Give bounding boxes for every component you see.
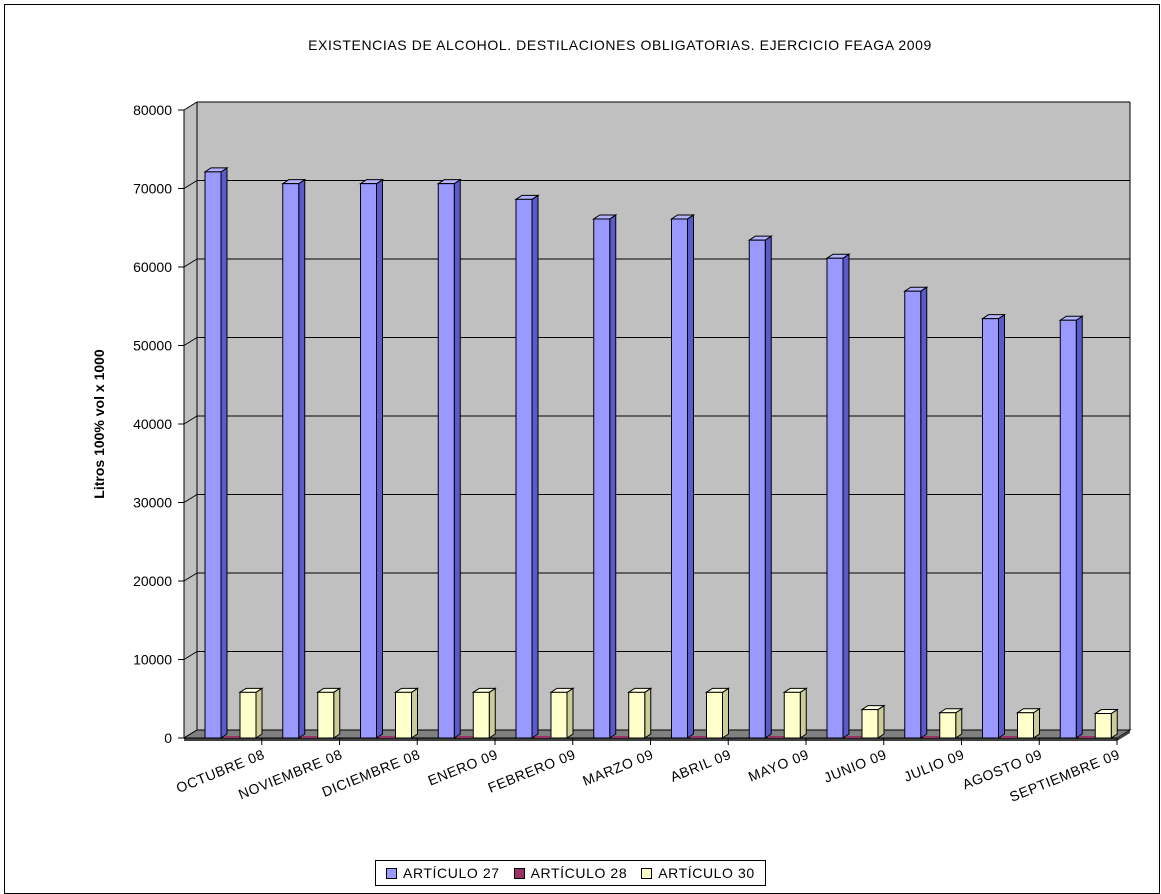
bar [515, 198, 533, 739]
bar-side [566, 687, 574, 739]
y-tick-label: 20000 [133, 573, 172, 589]
bar-side [1075, 315, 1083, 739]
bar-side [764, 235, 772, 739]
y-tick-label: 60000 [133, 259, 172, 275]
bar-side [488, 687, 496, 739]
gridline-diagonal [183, 337, 198, 346]
bar [1017, 712, 1034, 739]
bar-side [220, 166, 228, 739]
bar [1094, 713, 1112, 739]
bar [671, 218, 688, 739]
bar-side [1033, 707, 1040, 739]
bar-side [411, 687, 418, 739]
legend-swatch [641, 867, 653, 879]
bar [939, 712, 957, 739]
bar [239, 691, 257, 739]
bar [593, 218, 611, 739]
bar [1079, 736, 1096, 738]
bar [612, 736, 629, 738]
bar [360, 183, 377, 739]
bar [1001, 736, 1018, 738]
gridline-diagonal [183, 180, 198, 189]
x-tick-label: ABRIL 09 [668, 746, 734, 785]
legend-item: ARTÍCULO 27 [386, 865, 500, 881]
y-tick-label: 40000 [133, 416, 172, 432]
legend-item: ARTÍCULO 30 [641, 865, 755, 881]
bar [904, 290, 922, 739]
bar-side [722, 687, 729, 739]
bar [690, 736, 707, 738]
bar-side [877, 704, 885, 739]
bar-side [609, 214, 617, 739]
x-tick-label: JUNIO 09 [821, 746, 888, 786]
bar [395, 691, 412, 739]
bar [768, 736, 785, 738]
bar [457, 736, 474, 738]
bar-side [255, 687, 263, 739]
x-tick-label: MAYO 09 [746, 746, 811, 785]
legend-swatch [386, 867, 397, 879]
gridline-diagonal [183, 415, 198, 425]
bar [826, 257, 844, 739]
bar-side [998, 313, 1005, 739]
bar [437, 183, 455, 739]
bar [1059, 319, 1077, 739]
y-tick-label: 50000 [133, 338, 172, 354]
bar [628, 691, 646, 739]
y-axis-label: Litros 100% vol x 1000 [91, 349, 107, 499]
gridline-diagonal [183, 101, 198, 111]
bar-side [799, 687, 807, 739]
legend-label: ARTÍCULO 27 [403, 865, 500, 881]
bar [982, 318, 999, 739]
bar-side [531, 194, 539, 739]
x-tick-label: MARZO 09 [580, 746, 655, 789]
bar [282, 183, 300, 739]
legend-swatch [513, 867, 525, 879]
chart-title: EXISTENCIAS DE ALCOHOL. DESTILACIONES OB… [308, 37, 932, 53]
plot-area [184, 102, 1130, 738]
bar [204, 171, 222, 739]
gridline-diagonal [183, 651, 198, 660]
bar-side [955, 707, 963, 739]
y-tick-label: 30000 [133, 495, 172, 511]
x-tick-label: JULIO 09 [901, 746, 966, 785]
y-tick-label: 70000 [133, 181, 172, 197]
bar [317, 691, 335, 739]
bar-side [842, 253, 850, 739]
gridline-diagonal [183, 494, 198, 503]
bar-side [298, 178, 306, 739]
legend-label: ARTÍCULO 28 [530, 865, 628, 881]
bar [783, 691, 801, 739]
gridline-diagonal [183, 258, 198, 268]
y-tick-label: 10000 [133, 652, 172, 668]
y-tick-label: 0 [164, 730, 172, 746]
bar [224, 736, 240, 738]
bar [379, 736, 396, 738]
gridline-diagonal [183, 572, 198, 582]
bar-side [376, 178, 383, 739]
bar [550, 691, 568, 739]
y-tick-label: 80000 [133, 102, 172, 118]
legend-item: ARTÍCULO 28 [513, 865, 628, 881]
bar [706, 691, 723, 739]
bar-side [1110, 708, 1118, 739]
bar [535, 736, 551, 738]
legend-label: ARTÍCULO 30 [658, 865, 755, 881]
bar [748, 239, 766, 739]
bar-side [687, 214, 694, 739]
x-tick-label: FEBRERO 09 [486, 746, 578, 796]
bar-side [920, 286, 928, 739]
bar [846, 736, 862, 738]
legend: ARTÍCULO 27 ARTÍCULO 28 ARTÍCULO 30 [375, 860, 766, 886]
bar [301, 736, 318, 738]
bar-side [333, 687, 341, 739]
bar-side [644, 687, 652, 739]
bar [861, 709, 879, 739]
bar [923, 736, 940, 738]
bar [472, 691, 490, 739]
bar-side [453, 178, 461, 739]
